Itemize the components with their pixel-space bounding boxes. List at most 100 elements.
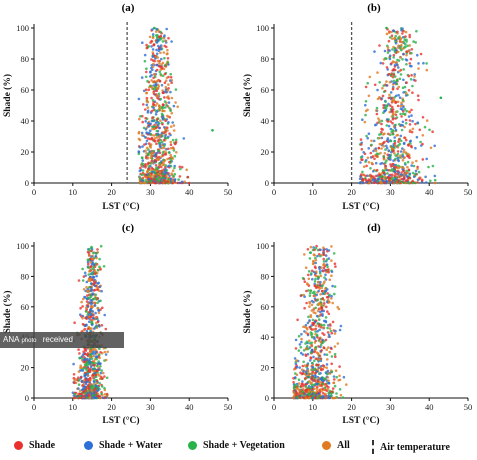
scatter-point-all	[157, 172, 161, 176]
scatter-point-shade-vegetation	[393, 140, 397, 143]
scatter-point-all	[157, 94, 160, 98]
scatter-point-shade-water	[180, 180, 184, 184]
scatter-point-shade-vegetation	[94, 293, 97, 297]
scatter-point-all	[319, 388, 322, 391]
scatter-point-shade	[373, 181, 376, 184]
scatter-point-shade	[298, 396, 302, 399]
scatter-point-all	[156, 59, 160, 63]
scatter-point-shade-water	[145, 139, 149, 143]
scatter-point-shade	[380, 130, 383, 134]
scatter-point-shade-water	[318, 270, 322, 273]
y-tick-label: 20	[21, 147, 30, 157]
scatter-point-shade-water	[152, 84, 156, 87]
scatter-point-shade-water	[86, 260, 90, 264]
scatter-point-all	[172, 147, 175, 150]
scatter-point-shade	[320, 368, 323, 372]
scatter-point-all	[162, 67, 166, 71]
scatter-point-all	[313, 387, 316, 391]
scatter-point-shade-water	[405, 58, 409, 62]
scatter-point-shade	[404, 138, 408, 142]
scatter-point-shade-vegetation	[398, 77, 402, 81]
scatter-point-all	[158, 163, 162, 167]
scatter-point-shade	[162, 178, 166, 182]
scatter-point-shade	[431, 130, 434, 133]
scatter-point-shade-vegetation	[84, 310, 88, 313]
scatter-point-shade-vegetation	[96, 385, 100, 389]
scatter-point-shade-water	[325, 363, 329, 366]
scatter-point-all	[312, 253, 316, 256]
y-axis-title: Shade (%)	[242, 290, 253, 333]
scatter-point-all	[98, 377, 102, 381]
scatter-point-shade-vegetation	[411, 171, 415, 175]
scatter-point-shade-water	[159, 48, 163, 51]
scatter-point-shade	[154, 164, 158, 167]
scatter-point-shade	[419, 52, 423, 56]
scatter-point-shade-vegetation	[329, 394, 333, 398]
scatter-point-shade	[93, 288, 97, 292]
scatter-point-shade	[396, 180, 400, 183]
scatter-point-shade-vegetation	[392, 56, 396, 59]
scatter-point-shade-water	[144, 127, 148, 131]
shade-vegetation-marker-icon	[188, 441, 197, 450]
scatter-point-shade	[82, 394, 86, 398]
scatter-point-shade	[408, 176, 412, 180]
scatter-point-shade-water	[168, 174, 171, 177]
legend-item-all: All	[322, 440, 350, 451]
scatter-point-all	[385, 80, 388, 83]
scatter-point-shade	[393, 174, 397, 177]
scatter-point-shade-vegetation	[103, 386, 106, 390]
scatter-point-shade-vegetation	[77, 378, 81, 382]
x-tick-label: 30	[146, 402, 155, 412]
scatter-point-shade	[333, 262, 337, 266]
scatter-point-all	[370, 161, 374, 165]
scatter-point-shade-vegetation	[341, 396, 345, 399]
scatter-point-all	[304, 331, 308, 334]
scatter-point-all	[394, 110, 398, 114]
scatter-point-all	[306, 283, 309, 286]
scatter-point-all	[369, 177, 373, 180]
scatter-point-shade-vegetation	[388, 36, 392, 39]
scatter-point-shade-water	[339, 324, 343, 328]
scatter-point-shade-vegetation	[316, 396, 319, 400]
x-tick-label: 10	[69, 187, 78, 197]
scatter-point-shade-water	[402, 141, 406, 145]
scatter-point-all	[161, 109, 164, 113]
scatter-point-all	[302, 388, 305, 391]
scatter-point-shade	[145, 70, 148, 74]
scatter-point-all	[81, 297, 85, 301]
y-tick-label: 0	[265, 393, 269, 403]
scatter-point-all	[88, 396, 92, 400]
scatter-point-shade-water	[385, 144, 388, 148]
scatter-point-shade-vegetation	[151, 99, 155, 102]
scatter-point-shade	[392, 149, 395, 153]
scatter-point-shade-vegetation	[309, 291, 312, 295]
scatter-point-shade	[389, 104, 392, 107]
scatter-point-shade-vegetation	[99, 365, 102, 368]
scatter-point-shade-water	[404, 94, 408, 97]
scatter-point-shade-vegetation	[393, 47, 397, 50]
scatter-point-shade	[390, 62, 393, 65]
scatter-point-shade	[325, 295, 329, 299]
scatter-point-shade-vegetation	[411, 84, 414, 88]
scatter-point-shade-vegetation	[312, 368, 316, 372]
scatter-point-all	[387, 31, 391, 35]
scatter-point-shade-vegetation	[414, 172, 417, 176]
scatter-point-shade-water	[303, 295, 306, 299]
scatter-point-shade-vegetation	[402, 181, 406, 185]
scatter-point-shade-water	[147, 125, 150, 128]
scatter-point-shade-vegetation	[162, 158, 165, 162]
scatter-point-shade	[408, 33, 412, 37]
x-tick-label: 40	[185, 402, 194, 412]
scatter-point-shade	[166, 57, 170, 60]
scatter-point-shade-vegetation	[307, 315, 310, 319]
scatter-point-shade-vegetation	[316, 299, 319, 302]
scatter-point-shade-vegetation	[155, 129, 159, 133]
scatter-point-shade-water	[99, 371, 103, 375]
scatter-point-shade-vegetation	[318, 272, 322, 275]
scatter-point-shade-vegetation	[321, 284, 324, 287]
scatter-point-shade-vegetation	[322, 260, 326, 263]
scatter-point-shade	[360, 143, 363, 146]
scatter-point-shade	[411, 179, 415, 183]
scatter-point-shade-water	[326, 369, 330, 373]
scatter-point-shade	[317, 325, 321, 328]
